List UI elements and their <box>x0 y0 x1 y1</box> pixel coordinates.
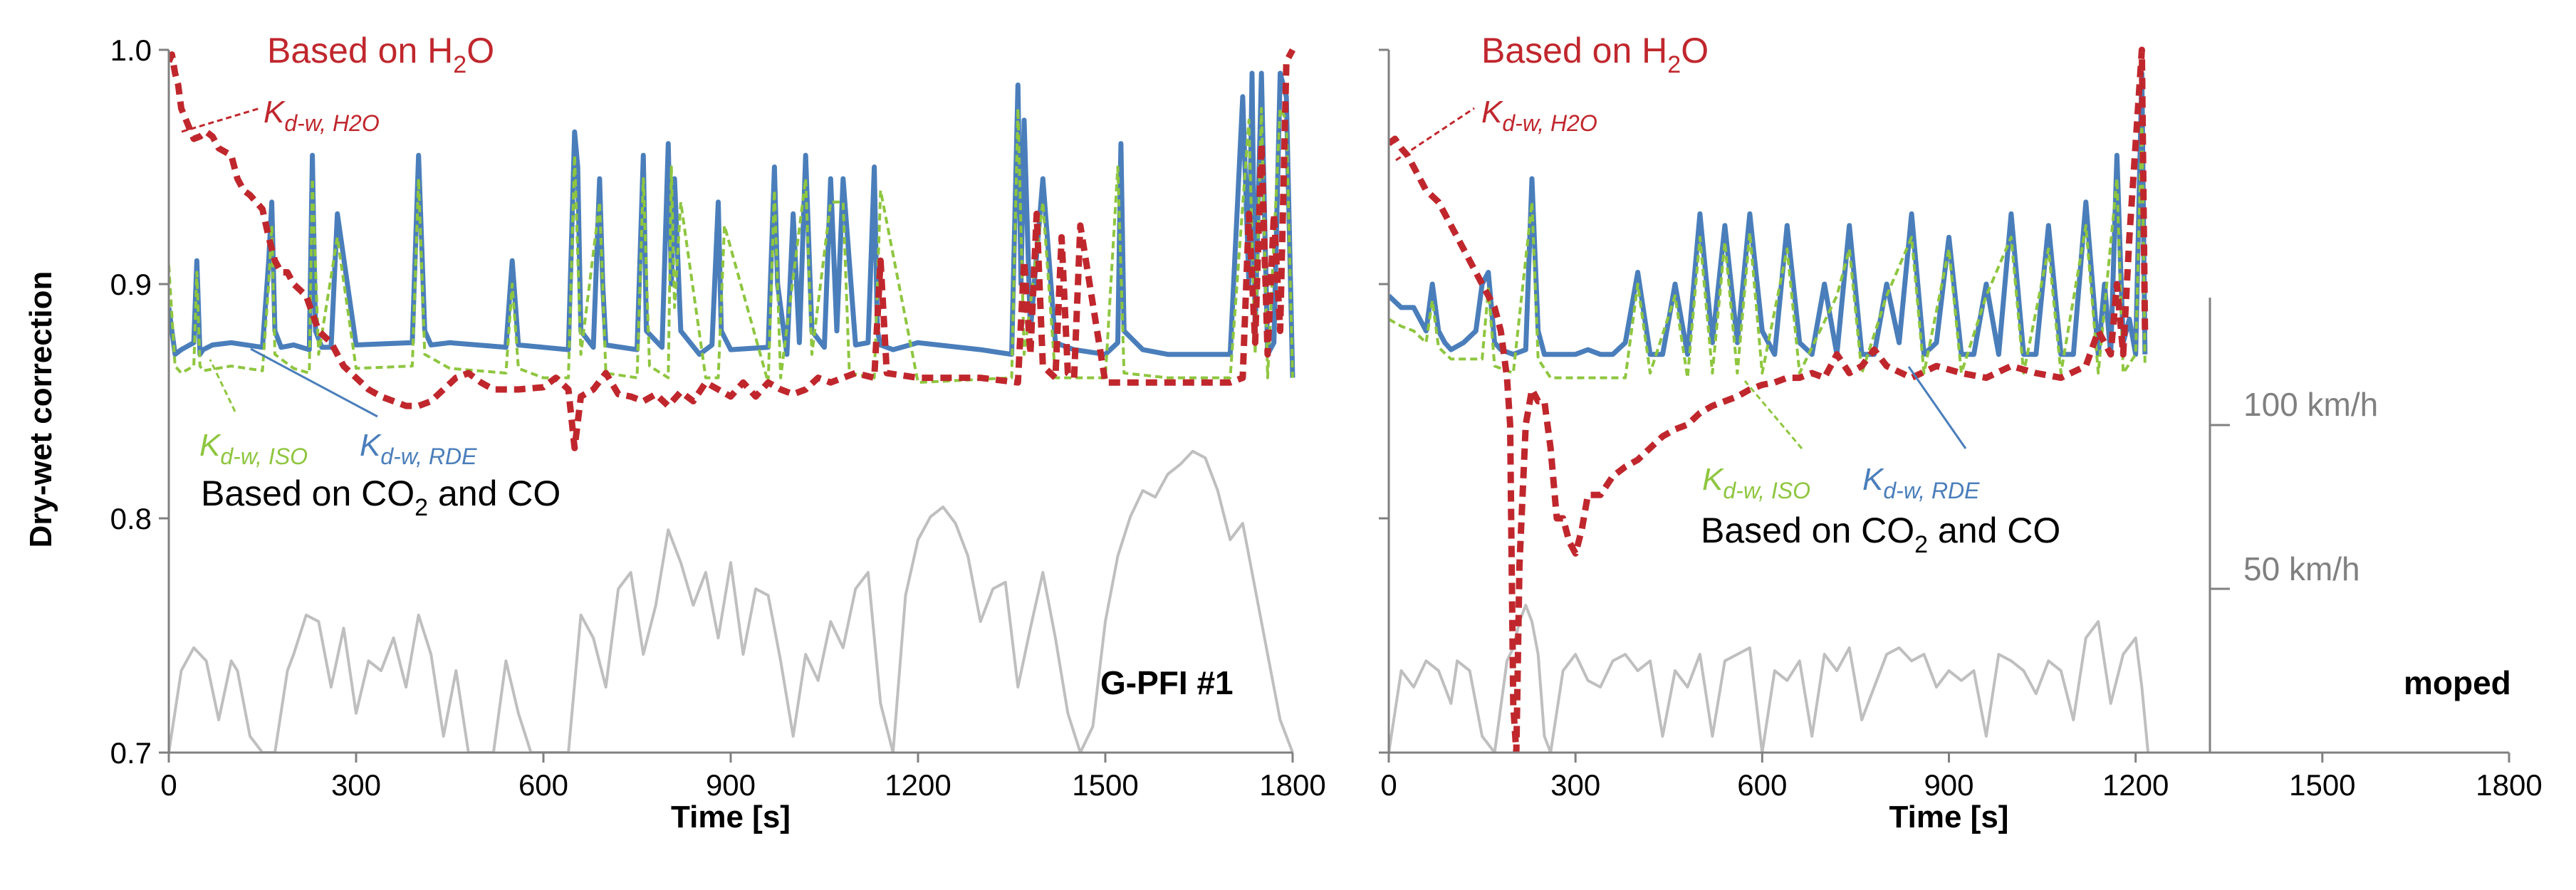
left-panel-tag: G-PFI #1 <box>1100 664 1234 701</box>
x-tick-label: 1500 <box>2289 768 2355 802</box>
x-tick-label: 1800 <box>2476 768 2542 802</box>
right-co2-label: Based on CO2 and CO <box>1701 511 2060 558</box>
leader-h2o-1 <box>1395 107 1475 162</box>
k-rde-line-1 <box>1389 70 2148 357</box>
y-axis-title: Dry-wet correction <box>24 271 58 548</box>
y-tick-label: 0.7 <box>110 736 152 770</box>
x-tick-label: 1200 <box>2102 768 2169 802</box>
leader-rde-0 <box>250 347 378 418</box>
left-co2-label: Based on CO2 and CO <box>201 473 560 521</box>
y-tick-label: 0.9 <box>110 268 152 301</box>
x-axis-title-1: Time [s] <box>1889 800 2009 834</box>
left-k-iso-label: Kd-w, ISO <box>199 428 308 469</box>
y-tick-label: 0.8 <box>110 502 152 535</box>
y-tick-label: 1.0 <box>110 33 152 67</box>
leader-h2o-0 <box>181 107 261 133</box>
right-panel-tag: moped <box>2404 664 2511 701</box>
left-k-h2o-label: Kd-w, H2O <box>264 95 380 136</box>
x-tick-label: 300 <box>331 768 381 802</box>
x-tick-label: 0 <box>160 768 177 802</box>
x-tick-label: 300 <box>1550 768 1600 802</box>
x-tick-label: 900 <box>706 768 756 802</box>
x-tick-label: 900 <box>1924 768 1973 802</box>
panel-series-group-0 <box>169 48 1295 753</box>
leader-rde-1 <box>1907 366 1967 449</box>
speed-trace-line-1 <box>1389 604 2150 753</box>
speed-label-50: 50 km/h <box>2243 550 2360 587</box>
x-tick-label: 1500 <box>1072 768 1138 802</box>
speed-trace-line-0 <box>169 449 1294 753</box>
leader-iso-0 <box>209 359 236 412</box>
leader-iso-1 <box>1743 380 1803 449</box>
x-tick-label: 1800 <box>1259 768 1325 802</box>
speed-label-100: 100 km/h <box>2243 386 2378 423</box>
k-iso-line-0 <box>169 107 1294 384</box>
k-h2o-line-0 <box>169 48 1295 451</box>
right-k-iso-label: Kd-w, ISO <box>1702 462 1810 503</box>
x-tick-label: 600 <box>518 768 568 802</box>
k-h2o-line-1 <box>1389 46 2149 753</box>
right-k-rde-label: Kd-w, RDE <box>1862 462 1980 503</box>
x-axis-title-0: Time [s] <box>671 800 791 834</box>
plot-layer: 0.7 0.8 0.9 1.0 0 300 600 900 1200 1500 1800 Time [… <box>110 33 2543 834</box>
panel-series-group-1 <box>1389 46 2150 753</box>
x-tick-label: 600 <box>1737 768 1787 802</box>
x-tick-label: 0 <box>1380 768 1397 802</box>
x-tick-label: 1200 <box>885 768 951 802</box>
right-h2o-label: Based on H2O <box>1481 31 1709 78</box>
right-k-h2o-label: Kd-w, H2O <box>1481 95 1597 136</box>
left-h2o-label: Based on H2O <box>267 31 494 78</box>
left-k-rde-label: Kd-w, RDE <box>360 428 477 469</box>
